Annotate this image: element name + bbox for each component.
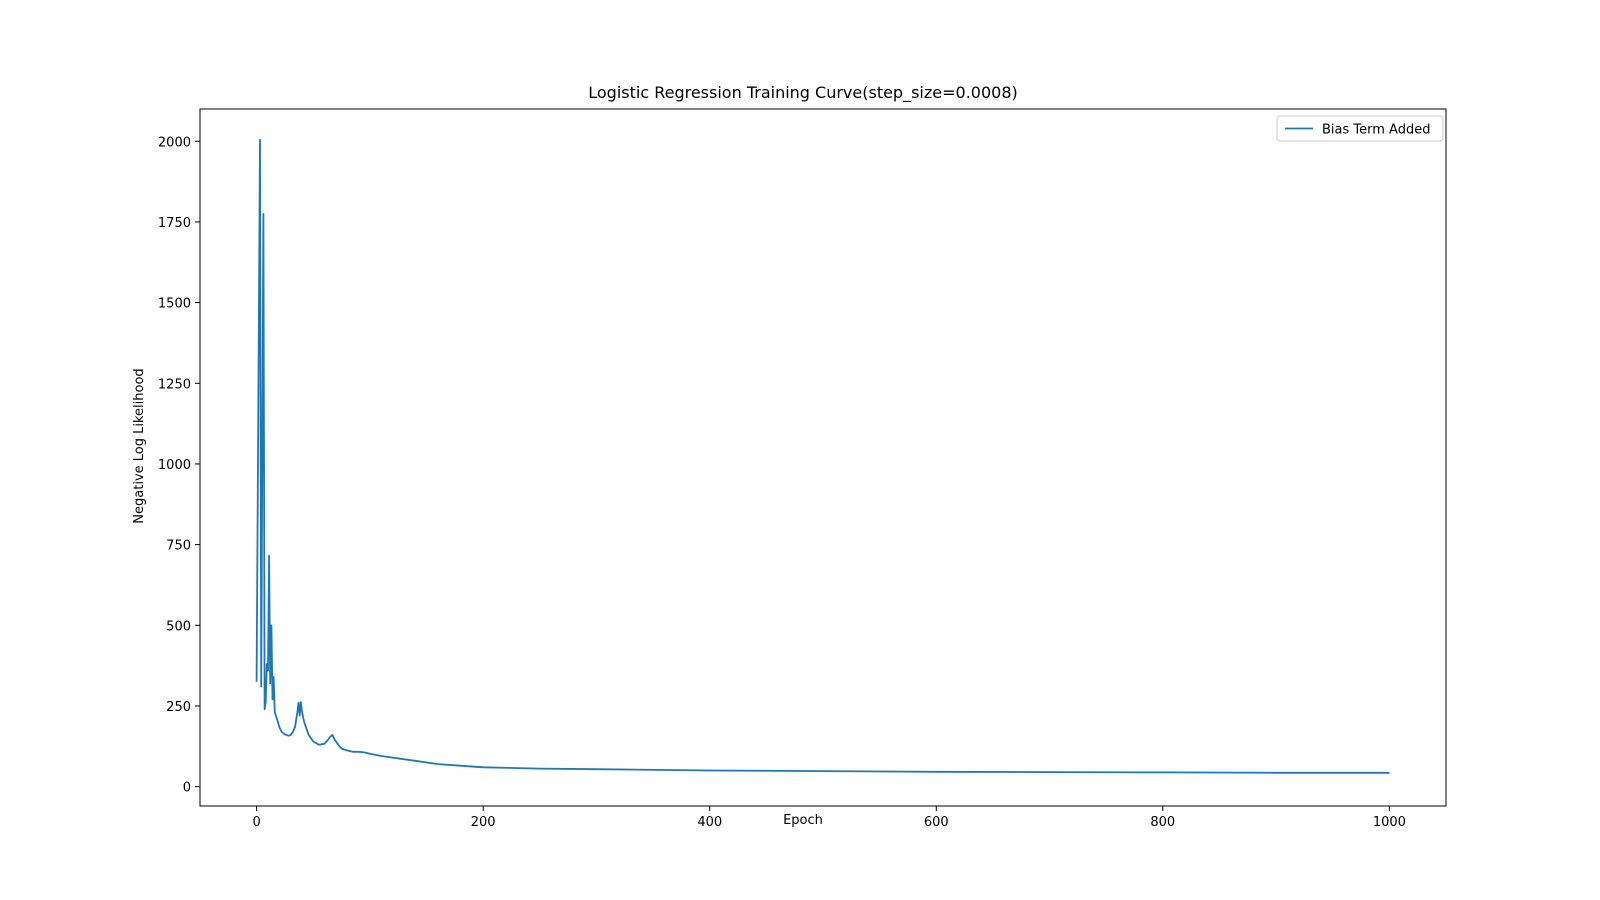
x-tick-label: 600 [924, 815, 949, 830]
y-tick-label: 1000 [158, 458, 191, 473]
y-tick-label: 2000 [158, 135, 191, 150]
y-tick-label: 250 [166, 700, 191, 715]
plot-area [255, 138, 1390, 774]
y-tick-label: 750 [166, 539, 191, 554]
axes: 0 200 400 600 800 1000 0 250 500 750 1000 1250 1500 1… [158, 108, 1447, 830]
series-line-1 [255, 138, 1390, 774]
chart-title: Logistic Regression Training Curve(step_… [588, 83, 1018, 103]
y-tick-label: 0 [183, 781, 191, 796]
x-axis-label: Epoch [783, 813, 823, 828]
legend-box [1276, 115, 1444, 142]
y-axis-label: Negative Log Likelihood [132, 368, 147, 523]
legend-label: Bias Term Added [1322, 123, 1430, 138]
y-tick-label: 1500 [158, 297, 191, 312]
x-tick-label: 400 [697, 815, 722, 830]
x-tick-label: 1000 [1373, 815, 1406, 830]
legend: Bias Term Added [1276, 115, 1444, 142]
axes-frame [199, 108, 1447, 807]
y-tick-label: 1250 [158, 377, 191, 392]
x-tick-label: 200 [471, 815, 496, 830]
y-tick-label: 1750 [158, 216, 191, 231]
x-tick-label: 0 [252, 815, 260, 830]
y-tick-label: 500 [166, 619, 191, 634]
x-tick-label: 800 [1150, 815, 1175, 830]
